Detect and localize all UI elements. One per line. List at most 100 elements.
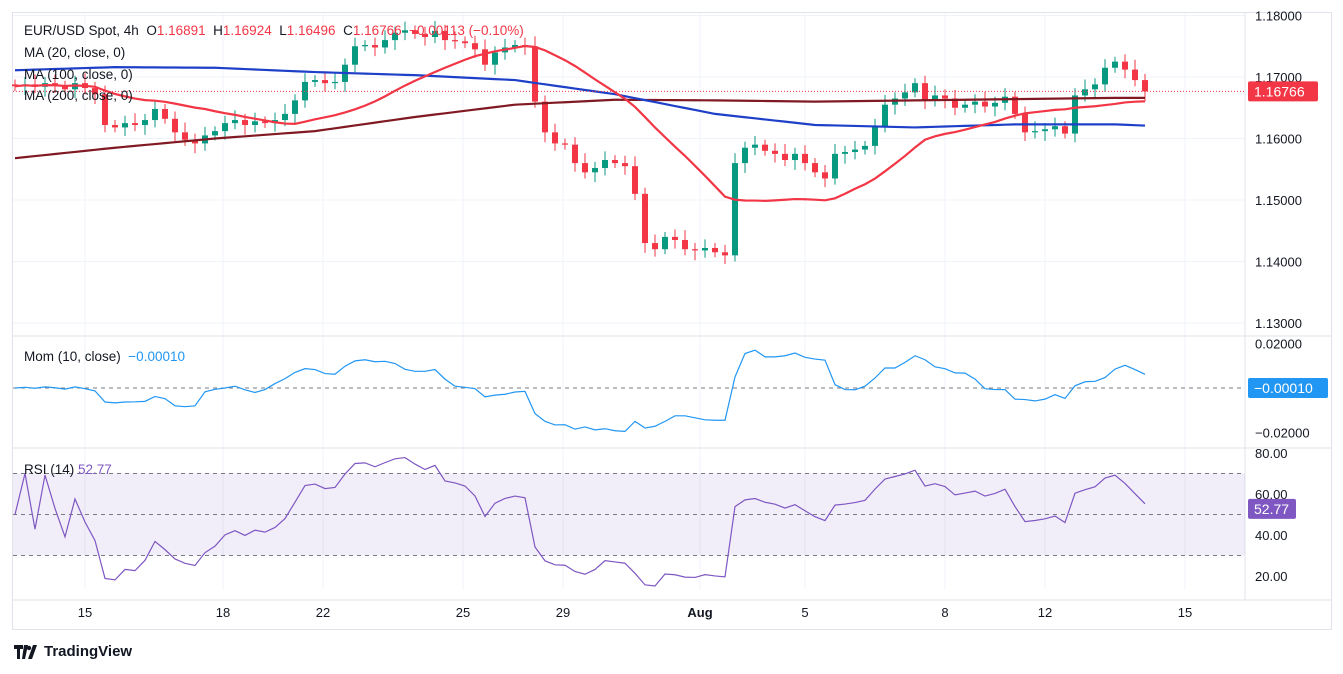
price-tick-label: 1.14000 bbox=[1255, 255, 1302, 270]
ma200-legend[interactable]: MA (200, close, 0) bbox=[24, 88, 133, 103]
candle-down bbox=[762, 144, 768, 151]
candle-up bbox=[1092, 84, 1098, 90]
candle-down bbox=[322, 80, 328, 84]
candle-down bbox=[712, 247, 718, 253]
open-label: O bbox=[146, 23, 157, 38]
time-tick-label: Aug bbox=[687, 605, 712, 620]
high-value: 1.16924 bbox=[222, 23, 272, 38]
candle-up bbox=[142, 120, 148, 125]
candle-up bbox=[392, 32, 398, 41]
mom-tick-label: 0.02000 bbox=[1255, 337, 1302, 352]
candle-up bbox=[1042, 129, 1048, 132]
change-value: −0.00113 (−0.10%) bbox=[409, 23, 524, 38]
candle-up bbox=[932, 95, 938, 101]
candle-down bbox=[462, 41, 468, 44]
candle-up bbox=[962, 104, 968, 108]
candle-up bbox=[912, 83, 918, 93]
price-tick-label: 1.17000 bbox=[1255, 70, 1302, 85]
candle-up bbox=[152, 108, 158, 121]
candle-down bbox=[172, 118, 178, 133]
candle-up bbox=[742, 147, 748, 164]
close-value: 1.16766 bbox=[352, 23, 402, 38]
candle-up bbox=[212, 131, 218, 136]
ma100-legend[interactable]: MA (100, close, 0) bbox=[24, 67, 133, 82]
tradingview-logo-icon bbox=[14, 644, 37, 659]
candle-down bbox=[472, 43, 478, 50]
candle-down bbox=[102, 94, 108, 125]
candle-up bbox=[832, 153, 838, 179]
rsi-tick-label: 60.00 bbox=[1255, 487, 1288, 502]
candle-up bbox=[292, 100, 298, 114]
candle-up bbox=[872, 126, 878, 146]
mom-value-badge bbox=[1248, 378, 1328, 398]
candle-down bbox=[372, 45, 378, 48]
candle-down bbox=[622, 163, 628, 167]
candle-up bbox=[972, 101, 978, 105]
candle-up bbox=[1112, 61, 1118, 68]
candle-down bbox=[572, 144, 578, 164]
mom-legend[interactable]: Mom (10, close) −0.00010 bbox=[24, 349, 185, 364]
price-tick-label: 1.16000 bbox=[1255, 132, 1302, 147]
candle-down bbox=[722, 252, 728, 256]
candle-down bbox=[552, 132, 558, 144]
candle-down bbox=[412, 30, 418, 34]
candle-up bbox=[792, 153, 798, 161]
candle-down bbox=[442, 30, 448, 41]
price-tick-label: 1.18000 bbox=[1255, 9, 1302, 24]
rsi-line bbox=[14, 456, 1146, 587]
candle-up bbox=[352, 46, 358, 65]
candle-down bbox=[452, 40, 458, 42]
price-tick-label: 1.13000 bbox=[1255, 316, 1302, 331]
candle-up bbox=[432, 30, 438, 38]
candle-up bbox=[752, 144, 758, 148]
candle-down bbox=[582, 163, 588, 173]
rsi-legend[interactable]: RSI (14) 52.77 bbox=[24, 462, 112, 477]
candle-up bbox=[902, 92, 908, 99]
mom-line bbox=[14, 349, 1146, 433]
candle-down bbox=[532, 46, 538, 102]
last-price-label: 1.16766 bbox=[1254, 83, 1305, 99]
candle-down bbox=[192, 139, 198, 144]
ma20-legend[interactable]: MA (20, close, 0) bbox=[24, 45, 126, 60]
candle-down bbox=[1012, 96, 1018, 114]
candle-down bbox=[772, 150, 778, 154]
time-tick-label: 15 bbox=[78, 605, 92, 620]
time-tick-label: 8 bbox=[941, 605, 948, 620]
candle-down bbox=[982, 101, 988, 107]
candle-down bbox=[692, 249, 698, 251]
candle-down bbox=[812, 163, 818, 173]
candle-up bbox=[1082, 89, 1088, 96]
candle-up bbox=[862, 145, 868, 150]
rsi-value: 52.77 bbox=[78, 462, 112, 477]
time-tick-label: 12 bbox=[1038, 605, 1052, 620]
candle-up bbox=[282, 113, 288, 121]
low-label: L bbox=[279, 23, 287, 38]
brand-name: TradingView bbox=[44, 643, 133, 660]
candle-up bbox=[122, 123, 128, 128]
candle-up bbox=[592, 168, 598, 173]
mom-label: Mom (10, close) bbox=[24, 349, 121, 364]
candle-down bbox=[942, 95, 948, 99]
candle-up bbox=[662, 236, 668, 250]
mom-tick-label: −0.02000 bbox=[1255, 426, 1310, 441]
candle-down bbox=[62, 85, 68, 90]
open-value: 1.16891 bbox=[156, 23, 206, 38]
mom-badge-label: −0.00010 bbox=[1254, 380, 1313, 396]
candle-down bbox=[1122, 61, 1128, 70]
candle-down bbox=[262, 121, 268, 124]
candle-up bbox=[312, 80, 318, 82]
candle-up bbox=[702, 247, 708, 251]
rsi-tick-label: 40.00 bbox=[1255, 528, 1288, 543]
candle-down bbox=[132, 123, 138, 125]
candle-up bbox=[882, 104, 888, 127]
candle-up bbox=[992, 102, 998, 107]
candle-up bbox=[852, 149, 858, 153]
candle-up bbox=[362, 45, 368, 47]
high-label: H bbox=[213, 23, 223, 38]
candle-up bbox=[232, 120, 238, 124]
time-tick-label: 15 bbox=[1178, 605, 1192, 620]
rsi-label: RSI (14) bbox=[24, 462, 75, 477]
tradingview-logo[interactable]: TradingView bbox=[14, 643, 132, 660]
rsi-tick-label: 20.00 bbox=[1255, 569, 1288, 584]
